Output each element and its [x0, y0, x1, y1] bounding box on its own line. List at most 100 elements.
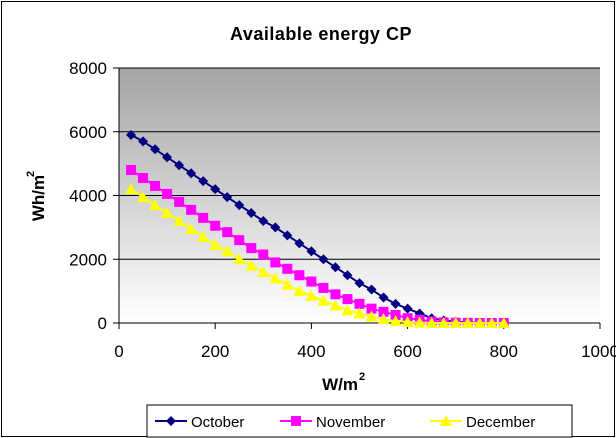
data-point-november	[126, 165, 137, 175]
data-point-december	[449, 317, 462, 328]
data-point-december	[221, 245, 234, 257]
data-point-november	[306, 276, 317, 287]
data-point-november	[150, 180, 161, 191]
data-point-october	[150, 144, 161, 155]
y-tick-label: 2000	[69, 250, 107, 269]
data-point-november	[378, 306, 389, 317]
data-point-december	[377, 313, 390, 325]
data-point-november	[354, 298, 365, 309]
y-axis-label-text: Wh/m	[29, 175, 48, 221]
series-december	[125, 183, 510, 328]
data-point-november	[342, 294, 353, 305]
legend-label-october: October	[191, 414, 244, 431]
data-point-october	[210, 184, 221, 195]
legend: October November December	[146, 404, 573, 438]
data-point-december	[293, 285, 306, 297]
data-point-december	[137, 191, 150, 203]
data-point-october	[402, 303, 413, 314]
data-point-december	[389, 315, 402, 327]
x-tick-label: 600	[393, 342, 421, 361]
data-point-october	[174, 160, 185, 171]
data-point-december	[353, 307, 366, 319]
legend-box	[146, 404, 573, 438]
x-axis-label: W/m 2	[322, 371, 365, 394]
data-point-november	[282, 263, 293, 274]
y-tick-label: 6000	[69, 123, 107, 142]
data-point-december	[281, 278, 294, 290]
x-tick-label: 1000	[581, 342, 616, 361]
data-point-december	[329, 299, 342, 311]
data-point-december	[149, 199, 162, 211]
data-point-november	[318, 282, 329, 293]
legend-marker-december	[440, 415, 452, 426]
data-point-october	[306, 246, 317, 257]
data-point-november	[366, 303, 377, 314]
data-point-december	[197, 230, 210, 242]
legend-marker-november	[291, 416, 301, 426]
data-point-october	[366, 284, 377, 295]
data-point-november	[222, 227, 233, 238]
legend-item-october: October	[155, 414, 244, 431]
data-point-december	[161, 207, 174, 219]
data-point-october	[138, 136, 149, 147]
data-point-november	[138, 172, 149, 183]
x-axis-label-superscript: 2	[359, 371, 365, 383]
data-point-october	[378, 292, 389, 303]
data-point-december	[401, 316, 414, 328]
data-point-december	[341, 304, 354, 316]
chart-title: Available energy CP	[230, 24, 412, 44]
data-point-october	[126, 129, 137, 140]
data-point-october	[234, 200, 245, 211]
legend-item-november: November	[280, 414, 385, 431]
data-point-october	[198, 176, 209, 187]
x-axis-label-text: W/m	[322, 375, 358, 394]
data-point-october	[282, 230, 293, 241]
data-point-november	[198, 212, 209, 223]
data-point-october	[294, 238, 305, 249]
x-tick-label: 800	[490, 342, 518, 361]
data-point-october	[186, 168, 197, 179]
data-point-november	[258, 249, 269, 260]
data-point-december	[473, 317, 486, 328]
data-point-october	[270, 222, 281, 233]
data-point-december	[305, 289, 318, 301]
data-point-october	[246, 208, 257, 219]
data-point-december	[233, 253, 246, 265]
data-point-december	[497, 317, 510, 328]
data-point-october	[318, 254, 329, 265]
data-point-december	[365, 310, 378, 322]
x-tick-label: 200	[201, 342, 229, 361]
data-point-december	[413, 316, 426, 328]
data-point-december	[461, 317, 474, 328]
data-point-october	[222, 192, 233, 203]
data-point-november	[294, 270, 305, 281]
y-tick-label: 0	[98, 314, 107, 333]
data-point-december	[209, 238, 222, 250]
legend-label-december: December	[466, 414, 535, 431]
data-point-december	[125, 183, 138, 195]
data-point-december	[245, 259, 258, 271]
data-point-december	[185, 222, 198, 234]
x-tick-label: 400	[297, 342, 325, 361]
data-point-november	[270, 257, 281, 268]
data-point-december	[173, 215, 186, 226]
data-point-november	[210, 220, 221, 231]
data-point-november	[390, 310, 401, 321]
legend-label-november: November	[316, 414, 385, 431]
data-point-october	[354, 278, 365, 289]
y-tick-label: 4000	[69, 187, 107, 206]
data-point-december	[257, 266, 270, 277]
data-point-november	[330, 289, 341, 300]
data-point-october	[390, 298, 401, 309]
data-point-november	[174, 196, 185, 207]
data-point-october	[342, 270, 353, 281]
legend-item-december: December	[430, 414, 535, 431]
data-point-november	[186, 204, 197, 215]
data-point-november	[162, 188, 173, 199]
data-point-november	[246, 243, 257, 254]
data-point-december	[437, 317, 450, 328]
y-axis-label: Wh/m 2	[25, 171, 48, 221]
data-point-december	[485, 317, 498, 328]
